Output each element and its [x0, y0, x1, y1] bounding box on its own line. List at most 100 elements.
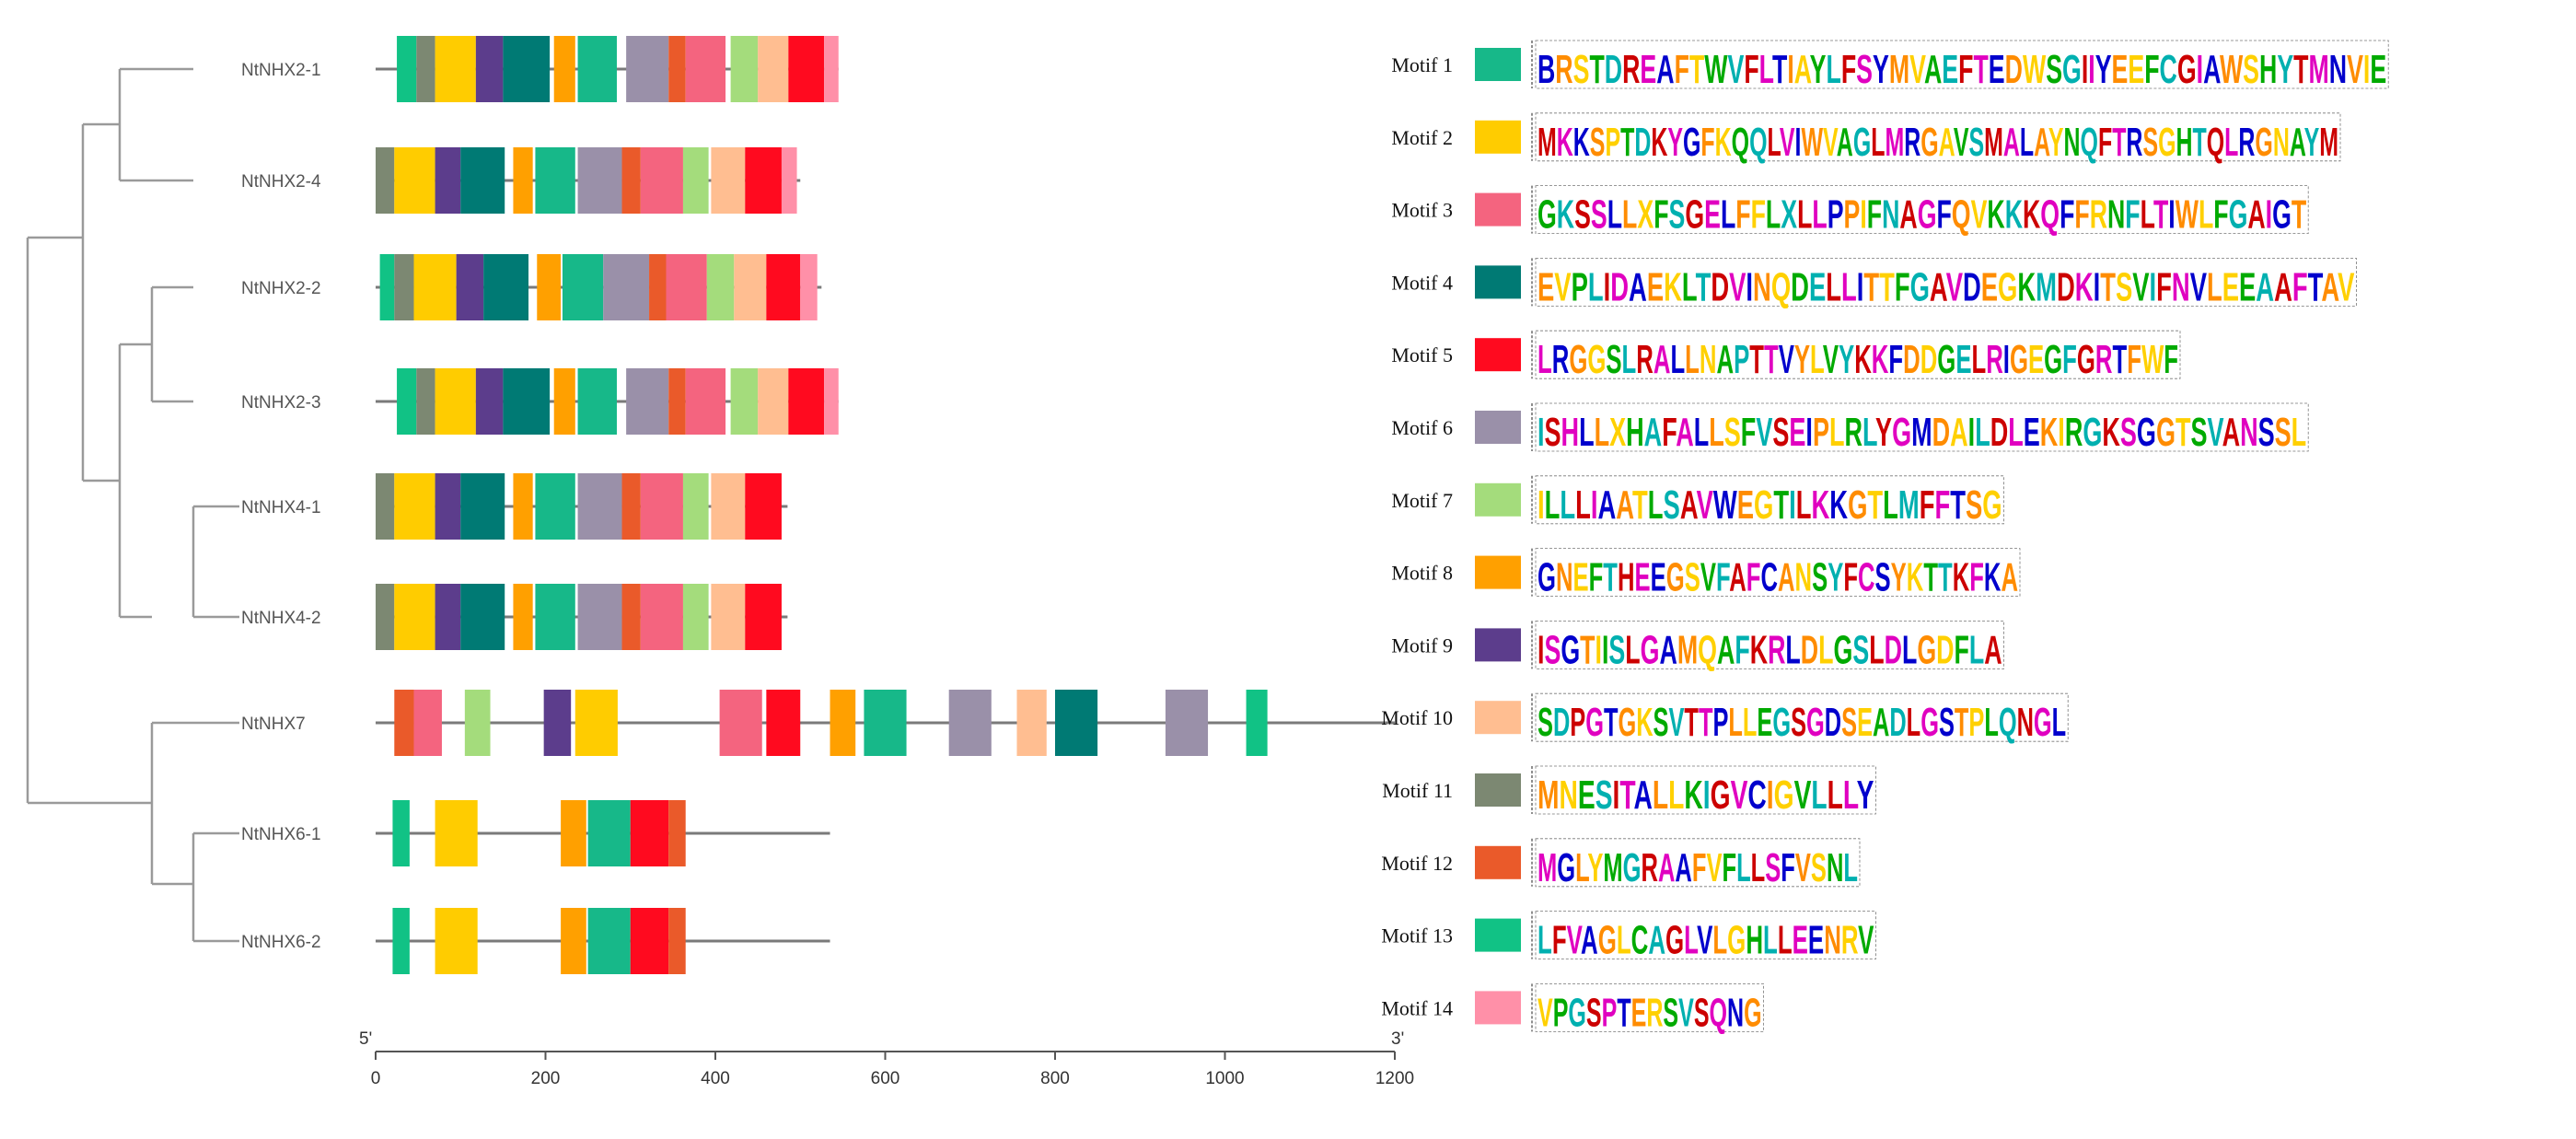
- sequence-logo: MGLYMGRAAFVFLLSFVSNL: [1531, 838, 1861, 890]
- gene-track-NtNHX6-2: [376, 908, 830, 974]
- logo-frame: [1535, 621, 2005, 669]
- motif-12-block: [668, 800, 686, 866]
- logo-frame: [1535, 475, 2005, 525]
- motif-10-block: [734, 254, 767, 320]
- axis-tick-label: 400: [701, 1069, 730, 1088]
- motif-12-block: [668, 908, 686, 974]
- motif-6-block: [577, 584, 622, 650]
- logo-letters: GNEFTHEEGSVFAFCANSYFCSYKTTKFKA: [1537, 555, 2018, 600]
- motif-8-block: [513, 473, 533, 540]
- logo-letters: BRSTDREAFTWVFLTIAYLFSYMVAEFTEDWSGIIYEEFC…: [1537, 47, 2386, 92]
- motif-14-block: [824, 368, 839, 435]
- motif-4-block: [1055, 690, 1098, 756]
- sequence-logo: LRGGSLRALLNAPTTVYLVYKKFDDGELRIGEGFGRTFWF: [1531, 330, 2181, 382]
- motif-9-block: [435, 584, 461, 650]
- motif-10-block: [711, 147, 746, 214]
- axis-tick-label: 800: [1040, 1069, 1070, 1088]
- logo-letters: LFVAGLCAGLVLGHLLEENRV: [1537, 918, 1874, 963]
- axis-tick-label: 600: [871, 1069, 900, 1088]
- motif-11-block: [376, 147, 395, 214]
- axis-tick-label: 200: [531, 1069, 561, 1088]
- motif-2-block: [394, 147, 435, 214]
- logo-letters: SDPGTGKSVTTPLLEGSGDSEADLGSTPLQNGL: [1537, 700, 2066, 745]
- sequence-logo: SDPGTGKSVTTPLLEGSGDSEADLGSTPLQNGL: [1531, 692, 2069, 745]
- motif-2-block: [394, 584, 435, 650]
- motif-11-block: [416, 368, 435, 435]
- motif-swatch: [1475, 265, 1521, 299]
- motif-6-block: [603, 254, 650, 320]
- motif-1-block: [562, 254, 604, 320]
- motif-8-block: [513, 584, 533, 650]
- logo-frame: [1535, 838, 1861, 888]
- sequence-logo: EVPLIDAEKLTDVINQDELLITTFGAVDEGKMDKITSVIF…: [1531, 257, 2357, 309]
- motif-label: Motif 5: [1391, 343, 1453, 366]
- motif-10-block: [711, 584, 746, 650]
- motif-4-block: [460, 147, 505, 214]
- motif-13-block: [397, 368, 417, 435]
- motif-8-block: [513, 147, 533, 214]
- motif-1-block: [864, 690, 907, 756]
- gene-track-NtNHX6-1: [376, 800, 830, 866]
- logo-frame: [1535, 330, 2181, 379]
- gene-label-NtNHX7: NtNHX7: [241, 715, 306, 734]
- motif-swatch: [1475, 555, 1521, 589]
- motif-swatch: [1475, 701, 1521, 735]
- motif-5-block: [630, 800, 669, 866]
- gene-track-NtNHX2-1: [376, 36, 839, 102]
- motif-12-block: [621, 473, 641, 540]
- legend-item-motif-4: Motif 4 EVPLIDAEKLTDVINQDELLITTFGAVDEGKMD…: [1391, 257, 2357, 309]
- motif-swatch: [1475, 628, 1521, 662]
- motif-label: Motif 14: [1381, 996, 1453, 1019]
- motif-7-block: [730, 368, 759, 435]
- motif-1-block: [587, 908, 631, 974]
- motif-swatch: [1475, 991, 1521, 1025]
- motif-label: Motif 13: [1381, 924, 1453, 947]
- sequence-logo: BRSTDREAFTWVFLTIAYLFSYMVAEFTEDWSGIIYEEFC…: [1531, 40, 2389, 92]
- axis-start-label: 5': [359, 1029, 372, 1049]
- gene-label-NtNHX2-2: NtNHX2-2: [241, 279, 321, 298]
- motif-12-block: [668, 368, 686, 435]
- motif-7-block: [706, 254, 735, 320]
- motif-12-block: [649, 254, 667, 320]
- logo-letters: ILLLIAATLSAVWEGTILKKGTLMFFTSG: [1537, 482, 2002, 528]
- motif-13-block: [379, 254, 395, 320]
- motif-2-block: [394, 473, 435, 540]
- gene-label-NtNHX4-1: NtNHX4-1: [241, 498, 321, 517]
- motif-13-block: [1246, 690, 1268, 756]
- legend-item-motif-13: Motif 13 LFVAGLCAGLVLGHLLEENRV: [1381, 911, 1876, 963]
- motif-8-block: [561, 800, 586, 866]
- motif-7-block: [730, 36, 759, 102]
- logo-frame: [1535, 112, 2341, 162]
- gene-track-NtNHX4-2: [376, 584, 788, 650]
- motif-12-block: [394, 690, 414, 756]
- motif-1-block: [535, 147, 575, 214]
- motif-13-block: [397, 36, 417, 102]
- gene-track-NtNHX2-4: [376, 147, 801, 214]
- motif-11-block: [416, 36, 435, 102]
- logo-letters: MNESITALLKIGVCIGVLLLY: [1537, 773, 1874, 818]
- motif-12-block: [621, 147, 641, 214]
- phylogenetic-tree: [26, 67, 239, 943]
- motif-4-block: [460, 584, 505, 650]
- motif-5-block: [766, 690, 801, 756]
- gene-label-NtNHX2-1: NtNHX2-1: [241, 61, 321, 80]
- motif-5-block: [788, 36, 825, 102]
- gene-labels: NtNHX2-1 NtNHX2-4 NtNHX2-2 NtNHX2-3 NtNHX4-1…: [241, 61, 321, 952]
- logo-letters: ISHLLXHAFALLSFVSEIPLRLYGMDAILDLEKIRGKSGG…: [1537, 410, 2306, 455]
- legend-item-motif-3: Motif 3 GKSSLLXFSGELFFLXLLPPIFNAGFQVKKKQF…: [1391, 185, 2309, 238]
- motif-3-block: [640, 584, 683, 650]
- logo-letters: GKSSLLXFSGELFFLXLLPPIFNAGFQVKKKQFFRNFLTI…: [1537, 192, 2306, 238]
- axis-tick-label: 1000: [1205, 1069, 1244, 1088]
- logo-letters: EVPLIDAEKLTDVINQDELLITTFGAVDEGKMDKITSVIF…: [1537, 264, 2355, 309]
- motif-4-block: [503, 368, 551, 435]
- motif-8-block: [553, 36, 575, 102]
- motif-7-block: [682, 147, 709, 214]
- logo-frame: [1535, 548, 2021, 597]
- logo-frame: [1535, 185, 2309, 235]
- motif-swatch: [1475, 120, 1521, 154]
- logo-frame: [1535, 402, 2309, 452]
- motif-8-block: [537, 254, 562, 320]
- motif-14-block: [824, 36, 839, 102]
- sequence-logo: GNEFTHEEGSVFAFCANSYFCSYKTTKFKA: [1531, 548, 2021, 600]
- axis-end-label: 3': [1391, 1029, 1404, 1049]
